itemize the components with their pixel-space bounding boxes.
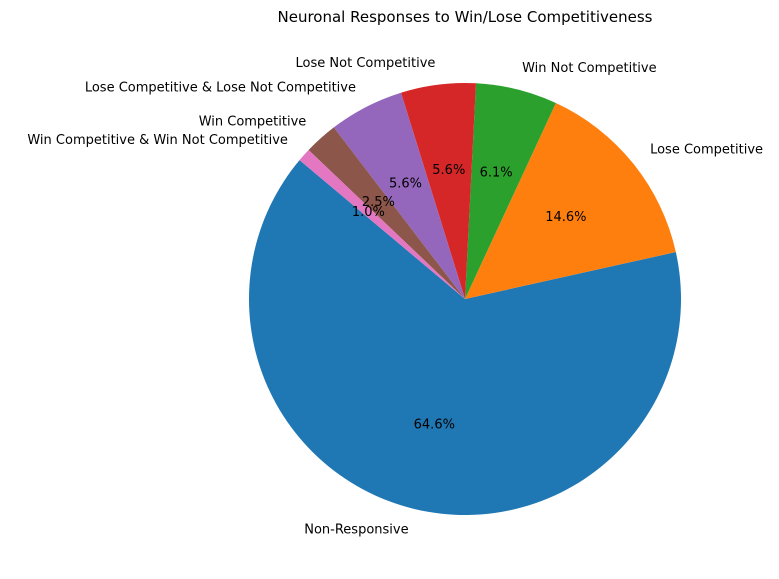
pie-slice [333,92,465,299]
slice-label: Win Competitive [199,115,307,130]
slice-label: Win Competitive & Win Not Competitive [27,133,288,148]
slice-label: Win Not Competitive [522,61,657,76]
slice-label: Lose Not Competitive [296,56,436,71]
chart-title: Neuronal Responses to Win/Lose Competiti… [278,8,653,26]
pie-slice [465,103,676,299]
slice-labels: Non-Responsive Lose Competitive Win Not Co… [27,56,763,537]
pie-slice [400,82,476,299]
slice-percentage: 64.6% [414,417,455,432]
pie-slices [248,82,681,515]
slice-percentage: 1.0% [352,205,385,220]
slice-percentage: 5.6% [389,176,422,191]
slice-label: Non-Responsive [304,522,408,537]
slice-percentage: 14.6% [545,210,586,225]
slice-percentage: 2.5% [362,195,395,210]
slice-percentage: 5.6% [432,163,465,178]
slice-percentage: 6.1% [480,166,513,181]
pie-slice [299,150,465,299]
pie-slice [308,127,465,299]
slice-percentages: 64.6% 14.6% 6.1% 5.6% 5.6% 2.5%1.0% [352,163,587,433]
pie-slice [465,83,556,299]
slice-label: Lose Competitive & Lose Not Competitive [85,80,356,95]
slice-label: Lose Competitive [650,143,763,158]
pie-slice [248,160,681,515]
